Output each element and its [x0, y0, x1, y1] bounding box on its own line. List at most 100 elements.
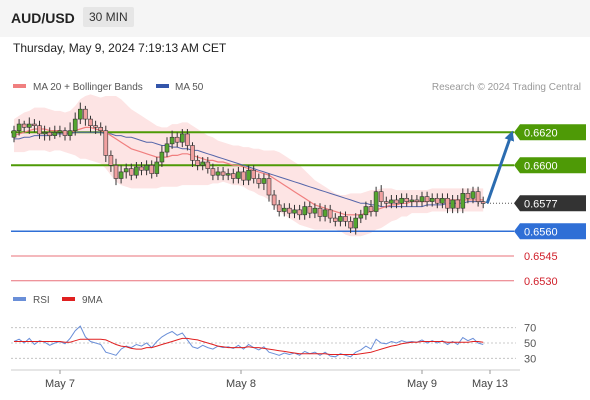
candle-body	[37, 125, 42, 135]
candle	[414, 195, 420, 207]
rsi-tick-label: 30	[524, 353, 536, 365]
candle	[108, 150, 114, 172]
candle-body	[445, 198, 450, 209]
candle-body	[414, 199, 420, 202]
candle-body	[123, 168, 129, 173]
candle	[118, 165, 124, 184]
ma50-legend-swatch	[156, 84, 169, 88]
candle	[312, 203, 318, 219]
candle-body	[190, 145, 195, 161]
candle	[241, 166, 246, 186]
rsi-panel: 70 50 30	[11, 323, 536, 365]
candle	[21, 120, 27, 133]
candle	[134, 162, 139, 179]
candle	[62, 127, 68, 141]
candle-body	[389, 199, 394, 204]
candle	[383, 196, 389, 209]
symbol-label: AUD/USD	[11, 10, 75, 26]
x-tick-label: May 8	[226, 378, 256, 390]
support-tag	[514, 223, 586, 240]
candle	[343, 211, 348, 227]
candle	[368, 199, 374, 217]
candle	[190, 142, 195, 167]
candle-body	[134, 166, 139, 176]
candle	[465, 188, 471, 204]
interval-button[interactable]: 30 MIN	[83, 7, 134, 27]
candle	[424, 191, 430, 207]
candle	[358, 209, 364, 224]
price-tags: 0.6620 0.6600 0.6577 0.6560 0.6545 0.6530	[514, 124, 586, 288]
candle-body	[256, 178, 262, 184]
candle	[103, 125, 109, 162]
candle	[169, 130, 175, 149]
candle-body	[231, 173, 236, 179]
rsi-legend-label: RSI	[33, 295, 50, 306]
x-axis: May 7 May 8 May 9 May 13	[45, 370, 508, 390]
price-levels	[11, 131, 514, 282]
candle	[332, 213, 338, 227]
candle-body	[317, 207, 323, 217]
candle	[317, 203, 323, 222]
candle-body	[358, 214, 364, 219]
candle	[47, 127, 53, 141]
candle-body	[292, 209, 297, 214]
candle-body	[307, 206, 313, 214]
candle-body	[195, 160, 200, 166]
candle	[297, 204, 302, 220]
candle-body	[465, 193, 471, 199]
pivot-label: 0.6545	[524, 251, 558, 263]
candle-body	[429, 198, 435, 202]
candle-body	[332, 217, 338, 222]
candle	[338, 211, 343, 227]
candle-body	[42, 132, 47, 135]
candle-body	[297, 209, 302, 216]
candle-body	[225, 173, 231, 176]
candle-body	[327, 209, 333, 219]
candle	[419, 191, 425, 207]
source-credit: Research © 2024 Trading Central	[432, 82, 581, 93]
candle-body	[363, 206, 369, 216]
candle-body	[368, 206, 374, 212]
candle	[378, 185, 384, 207]
candle	[287, 203, 292, 219]
x-tick-label: May 9	[407, 378, 437, 390]
candle-body	[312, 207, 318, 214]
candle	[52, 125, 58, 139]
candle-body	[32, 123, 37, 127]
candle	[445, 193, 450, 214]
candle-body	[220, 171, 226, 176]
candle	[42, 125, 47, 141]
candle	[276, 199, 282, 217]
candle-body	[144, 165, 149, 171]
candle-body	[205, 161, 211, 169]
candle-body	[57, 130, 63, 133]
candle	[302, 201, 308, 220]
candle-body	[118, 171, 124, 179]
candle	[32, 119, 37, 133]
header-bar: AUD/USD 30 MIN	[0, 0, 590, 37]
rsi-ma-line	[14, 337, 484, 355]
candle	[37, 120, 42, 139]
last-price-tag-label: 0.6577	[524, 198, 558, 210]
candle	[26, 117, 32, 134]
candle	[460, 188, 466, 214]
candle-body	[164, 143, 170, 153]
candle	[88, 115, 93, 133]
candle-body	[460, 193, 466, 209]
candle-body	[78, 108, 83, 120]
pivot-label: 0.6530	[524, 276, 558, 288]
candle-body	[154, 161, 160, 174]
candle	[154, 157, 160, 177]
candle-body	[409, 199, 415, 202]
candle-body	[404, 198, 410, 202]
candle	[450, 195, 455, 214]
ma20-legend-swatch	[13, 84, 26, 88]
timestamp: Thursday, May 9, 2024 7:19:13 AM CET	[13, 41, 227, 55]
candle	[409, 195, 415, 207]
candle	[256, 173, 262, 189]
candle-body	[241, 171, 246, 181]
candle-body	[11, 130, 17, 138]
candle	[144, 160, 149, 176]
candle	[205, 157, 211, 174]
